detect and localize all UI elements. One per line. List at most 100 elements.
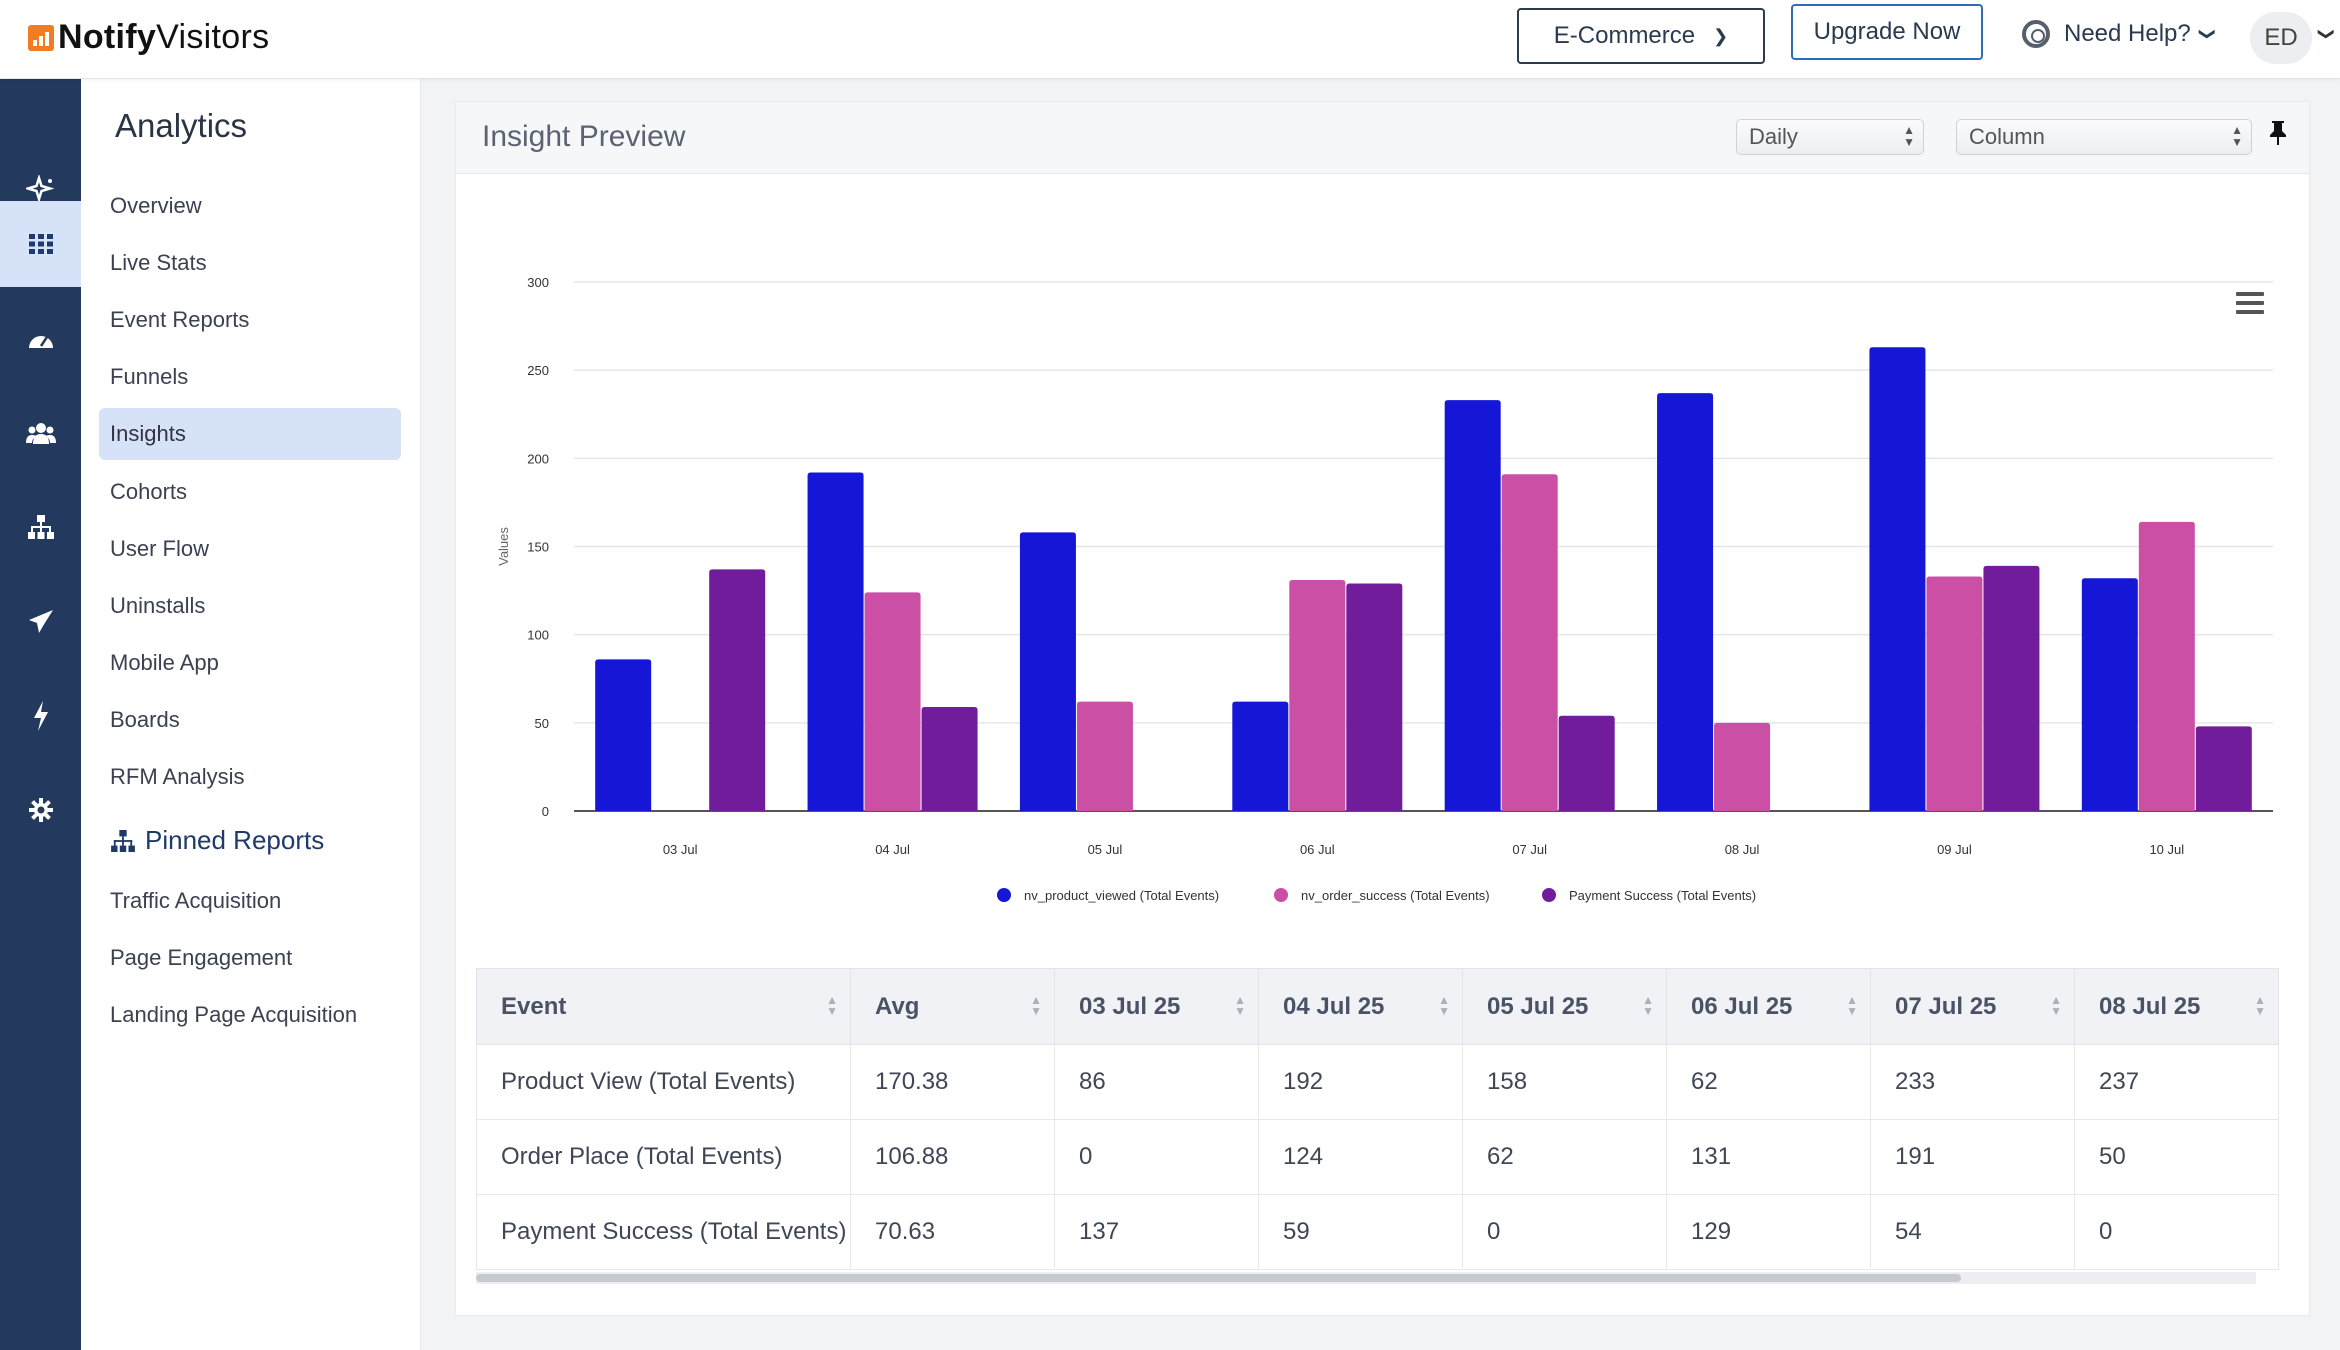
workspace-select[interactable]: E-Commerce ❯ xyxy=(1517,8,1765,64)
nav-item-boards[interactable]: Boards xyxy=(110,707,180,732)
chevron-down-icon: ❯ xyxy=(2198,27,2216,41)
insight-table: Event ▲ ▼ Avg ▲ ▼ 03 Jul 25 ▲ ▼ 04 Jul 25 ▲ ▼ 05… xyxy=(476,968,2279,1270)
bar xyxy=(1076,701,1133,811)
paper-plane-icon[interactable] xyxy=(0,579,81,665)
gear-icon[interactable] xyxy=(0,767,81,853)
table-cell: 192 xyxy=(1258,1044,1463,1120)
table-cell: Payment Success (Total Events) xyxy=(476,1194,851,1270)
pinned-reports-heading: Pinned Reports xyxy=(111,825,324,856)
table-cell: 106.88 xyxy=(850,1119,1055,1195)
nav-item-cohorts[interactable]: Cohorts xyxy=(110,479,188,504)
logo-text: NotifyVisitors xyxy=(58,18,270,56)
nav-item-user-flow[interactable]: User Flow xyxy=(110,536,210,561)
bar xyxy=(1232,701,1289,811)
x-tick-label: 09 Jul xyxy=(1937,842,1972,857)
insight-table-wrap: Event ▲ ▼ Avg ▲ ▼ 03 Jul 25 ▲ ▼ 04 Jul 25 ▲ ▼ 05… xyxy=(476,968,2286,1286)
table-cell: 0 xyxy=(2074,1194,2279,1270)
nav-item-uninstalls[interactable]: Uninstalls xyxy=(110,593,206,618)
upgrade-now-button[interactable]: Upgrade Now xyxy=(1791,4,1983,60)
nav-item-landing-page-acquisition[interactable]: Landing Page Acquisition xyxy=(110,1002,358,1027)
chevron-down-icon[interactable]: ❯ xyxy=(2317,27,2335,41)
nav-item-insights[interactable]: Insights xyxy=(99,408,401,460)
bar xyxy=(1983,565,2040,811)
column-header-date[interactable]: 07 Jul 25 ▲ ▼ xyxy=(1870,968,2075,1045)
column-header-date[interactable]: 04 Jul 25 ▲ ▼ xyxy=(1258,968,1463,1045)
table-cell: 70.63 xyxy=(850,1194,1055,1270)
nav-item-rfm-analysis[interactable]: RFM Analysis xyxy=(110,764,245,789)
period-select[interactable]: Daily ▲ ▼ xyxy=(1736,119,1924,155)
legend-label: nv_product_viewed (Total Events) xyxy=(1024,888,1219,903)
table-cell: 54 xyxy=(1870,1194,2075,1270)
sort-icon: ▲ ▼ xyxy=(1438,993,1450,1018)
table-cell: Order Place (Total Events) xyxy=(476,1119,851,1195)
scrollbar-thumb[interactable] xyxy=(476,1274,1961,1282)
bar xyxy=(1019,532,1076,811)
bar xyxy=(2138,521,2195,811)
column-header-avg[interactable]: Avg ▲ ▼ xyxy=(850,968,1055,1045)
legend-marker xyxy=(997,888,1011,902)
dashboard-gauge-icon[interactable] xyxy=(0,296,81,382)
users-icon[interactable] xyxy=(0,390,81,476)
top-bar: NotifyVisitors E-Commerce ❯ Upgrade Now … xyxy=(0,0,2340,79)
period-select-label: Daily xyxy=(1749,124,1798,149)
logo[interactable]: NotifyVisitors xyxy=(28,18,269,57)
table-cell: 124 xyxy=(1258,1119,1463,1195)
logo-icon xyxy=(28,24,54,51)
column-header-date[interactable]: 06 Jul 25 ▲ ▼ xyxy=(1666,968,1871,1045)
nav-item-live-stats[interactable]: Live Stats xyxy=(110,250,207,275)
subnav-title: Analytics xyxy=(115,107,248,144)
table-header-row: Event ▲ ▼ Avg ▲ ▼ 03 Jul 25 ▲ ▼ 04 Jul 25 ▲ ▼ 05… xyxy=(476,968,2279,1045)
y-axis-label: Values xyxy=(496,527,511,566)
sort-icon: ▲ ▼ xyxy=(1030,993,1042,1018)
chart-type-select[interactable]: Column ▲ ▼ xyxy=(1956,119,2252,155)
nav-item-traffic-acquisition[interactable]: Traffic Acquisition xyxy=(110,888,282,913)
grid-icon[interactable] xyxy=(0,201,81,287)
column-header-date[interactable]: 05 Jul 25 ▲ ▼ xyxy=(1462,968,1667,1045)
need-help-menu[interactable]: Need Help? ❯ xyxy=(2022,20,2216,48)
bar xyxy=(1346,583,1403,811)
nav-item-mobile-app[interactable]: Mobile App xyxy=(110,650,219,675)
bar xyxy=(1289,580,1346,811)
y-tick-label: 200 xyxy=(527,451,549,466)
bar xyxy=(1869,347,1926,811)
legend-marker xyxy=(1274,888,1288,902)
x-tick-label: 08 Jul xyxy=(1725,842,1760,857)
analytics-subnav: Analytics Overview Live Stats Event Repo… xyxy=(81,79,421,1350)
chart-menu-icon[interactable] xyxy=(2236,292,2264,319)
bar xyxy=(864,592,921,811)
x-tick-label: 06 Jul xyxy=(1300,842,1335,857)
bar xyxy=(1501,474,1558,811)
nav-item-page-engagement[interactable]: Page Engagement xyxy=(110,945,293,970)
pin-icon[interactable] xyxy=(2268,120,2288,152)
bar xyxy=(807,472,864,811)
sort-icon: ▲ ▼ xyxy=(1642,993,1654,1018)
sort-icon: ▲ ▼ xyxy=(2254,993,2266,1018)
card-title: Insight Preview xyxy=(482,120,686,153)
pinned-reports-title: Pinned Reports xyxy=(145,825,325,855)
table-row: Payment Success (Total Events) 70.63 137… xyxy=(476,1194,2279,1270)
bar xyxy=(2081,578,2138,811)
nav-item-event-reports[interactable]: Event Reports xyxy=(110,307,250,332)
column-header-date[interactable]: 08 Jul 25 ▲ ▼ xyxy=(2074,968,2279,1045)
y-tick-label: 250 xyxy=(527,363,549,378)
sort-icon: ▲ ▼ xyxy=(826,993,838,1018)
table-cell: 191 xyxy=(1870,1119,2075,1195)
sitemap-icon[interactable] xyxy=(0,484,81,570)
lightning-icon[interactable] xyxy=(0,673,81,759)
nav-item-overview[interactable]: Overview xyxy=(110,193,202,218)
column-header-date[interactable]: 03 Jul 25 ▲ ▼ xyxy=(1054,968,1259,1045)
nav-item-funnels[interactable]: Funnels xyxy=(110,364,189,389)
sort-icon: ▲ ▼ xyxy=(1846,993,1858,1018)
table-horizontal-scrollbar[interactable] xyxy=(476,1272,2256,1284)
insight-preview-card: Insight Preview Daily ▲ ▼ Column ▲ ▼ 0 50 10… xyxy=(455,101,2310,1316)
column-header-event[interactable]: Event ▲ ▼ xyxy=(476,968,851,1045)
avatar[interactable]: ED xyxy=(2250,12,2312,64)
sort-icon: ▲ ▼ xyxy=(2050,993,2062,1018)
table-cell: 62 xyxy=(1462,1119,1667,1195)
table-cell: 129 xyxy=(1666,1194,1871,1270)
y-tick-label: 0 xyxy=(542,804,549,819)
legend-marker xyxy=(1542,888,1556,902)
sparkle-icon[interactable] xyxy=(0,147,81,233)
chart-area: 0 50 100 150 200 250 300 Values 03 Jul 04 Jul 05 J… xyxy=(456,174,2309,974)
legend-label: nv_order_success (Total Events) xyxy=(1301,888,1490,903)
